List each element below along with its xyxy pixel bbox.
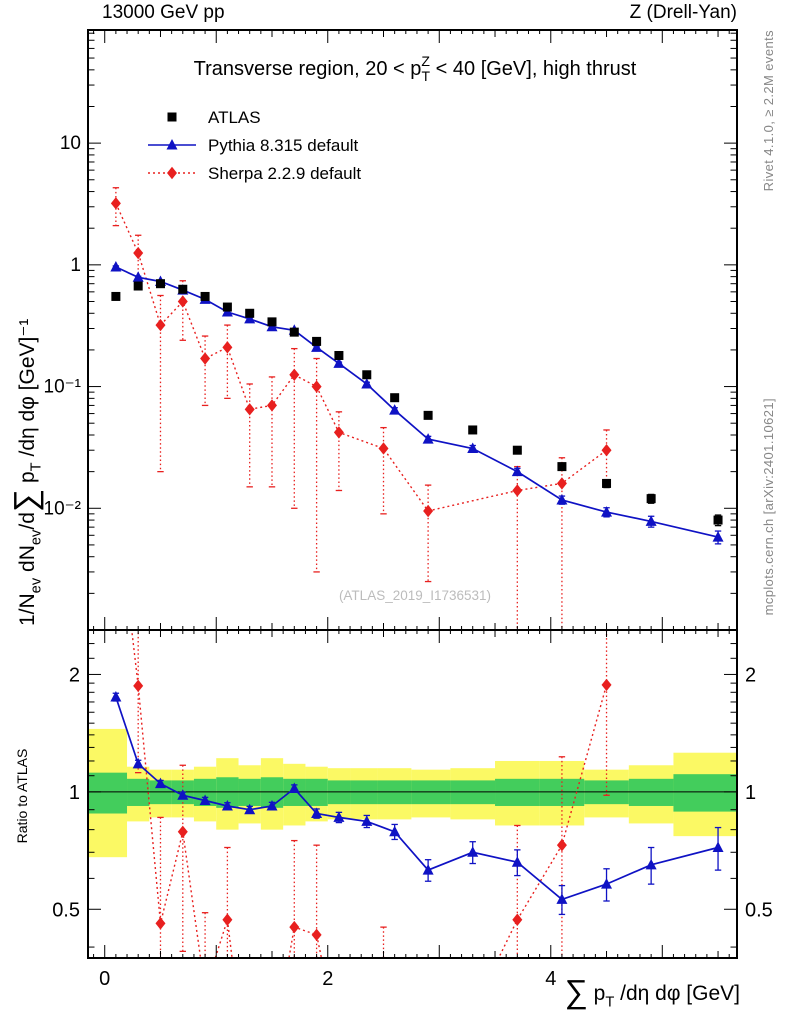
process-title: Z (Drell-Yan) bbox=[629, 2, 737, 23]
svg-text:10⁻¹: 10⁻¹ bbox=[44, 377, 82, 398]
svg-text:0: 0 bbox=[99, 968, 110, 990]
tick-labels: 10 1 10⁻¹ 10⁻² 2 2 1 1 0.5 0.5 0 2 4 bbox=[44, 133, 773, 990]
svg-text:2: 2 bbox=[745, 664, 756, 686]
svg-text:Pythia 8.315 default: Pythia 8.315 default bbox=[208, 136, 359, 155]
main-panel-series bbox=[110, 187, 724, 630]
rivet-version-label: Rivet 4.1.0, ≥ 2.2M events bbox=[761, 30, 776, 192]
svg-text:1: 1 bbox=[69, 782, 80, 804]
svg-text:2: 2 bbox=[322, 968, 333, 990]
series-square bbox=[111, 279, 723, 527]
ratio-axis-label: Ratio to ATLAS bbox=[14, 748, 30, 844]
beam-energy-title: 13000 GeV pp bbox=[102, 2, 225, 23]
ratio-series-triangle bbox=[110, 691, 724, 916]
mcplots-attribution-label: mcplots.cern.ch [arXiv:2401.10621] bbox=[761, 398, 776, 616]
legend: ATLAS Pythia 8.315 default Sherpa 2.2.9 de… bbox=[148, 108, 361, 183]
ratio-panel-series bbox=[110, 630, 724, 958]
axes-and-ticks bbox=[87, 29, 738, 959]
svg-text:1: 1 bbox=[70, 255, 81, 276]
svg-text:Sherpa 2.2.9 default: Sherpa 2.2.9 default bbox=[208, 164, 361, 183]
ratio-series-diamond bbox=[131, 630, 612, 958]
svg-text:0.5: 0.5 bbox=[52, 899, 80, 921]
svg-text:0.5: 0.5 bbox=[745, 899, 773, 921]
y-axis-label: 1/Nev dNev/d∑ pT /dη dφ [GeV]⁻¹ bbox=[7, 319, 45, 626]
analysis-id-watermark: (ATLAS_2019_I1736531) bbox=[338, 588, 492, 603]
legend-entry-square: ATLAS bbox=[167, 108, 261, 127]
legend-entry-triangle: Pythia 8.315 default bbox=[148, 136, 359, 155]
ratio-uncertainty-bands bbox=[88, 728, 737, 858]
legend-entry-diamond: Sherpa 2.2.9 default bbox=[148, 164, 361, 183]
plot-title: Transverse region, 20 < pZ T < 40 [GeV], … bbox=[194, 53, 637, 84]
series-diamond bbox=[110, 187, 612, 630]
svg-text:10: 10 bbox=[60, 133, 81, 154]
svg-text:1: 1 bbox=[745, 782, 756, 804]
series-triangle bbox=[110, 261, 724, 545]
svg-text:2: 2 bbox=[69, 664, 80, 686]
svg-text:4: 4 bbox=[545, 968, 556, 990]
x-axis-label: ∑ pT /dη dφ [GeV] bbox=[565, 973, 740, 1011]
titles-and-axis-labels: Transverse region, 20 < pZ T < 40 [GeV], … bbox=[7, 53, 741, 1010]
svg-text:ATLAS: ATLAS bbox=[208, 108, 261, 127]
svg-text:10⁻²: 10⁻² bbox=[44, 498, 82, 519]
